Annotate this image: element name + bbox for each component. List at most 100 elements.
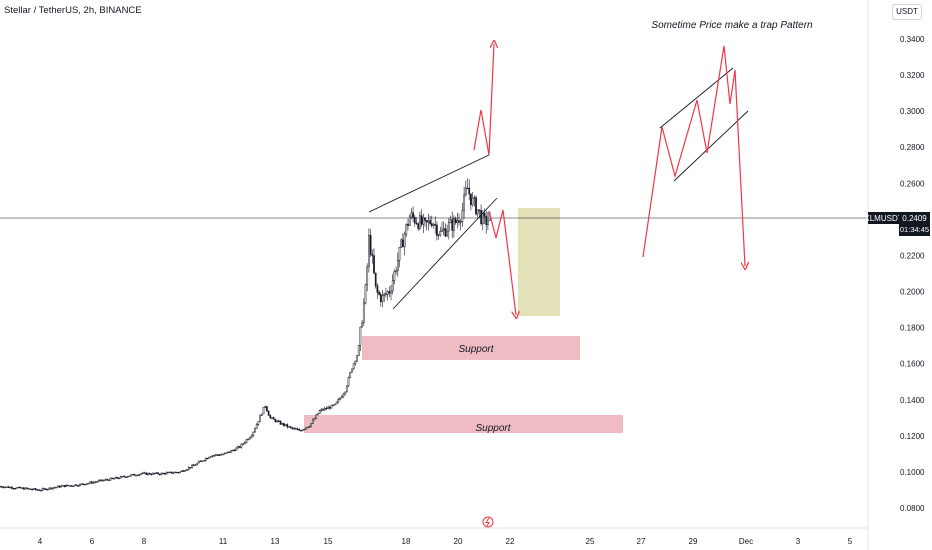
candle-body (373, 255, 375, 274)
candle-body (288, 426, 290, 428)
candle-body (157, 472, 159, 475)
candle-body (2, 486, 5, 489)
candle-body (177, 472, 180, 474)
candle-body (138, 473, 141, 476)
x-tick-label: 29 (689, 537, 698, 546)
trap-pattern-title: Sometime Price make a trap Pattern (651, 20, 813, 31)
candle-body (334, 403, 336, 406)
candle-body (255, 424, 258, 429)
candle-body (446, 230, 448, 237)
candle-body (487, 220, 489, 226)
support-label-upper: Support (458, 344, 494, 355)
candle-body (155, 472, 158, 474)
candle-body (211, 455, 214, 457)
candle-body (84, 483, 86, 486)
candle-body (349, 372, 352, 378)
currency-badge[interactable]: USDT (892, 4, 922, 20)
x-tick-label: Dec (739, 537, 753, 546)
candle-body (289, 426, 292, 428)
candle-body (199, 460, 202, 462)
candle-body (60, 485, 63, 488)
candle-body (429, 220, 431, 224)
candle-body (206, 457, 209, 460)
candle-body (46, 488, 49, 491)
candle-body (444, 228, 447, 237)
candle-body (79, 483, 81, 486)
candle-body (85, 483, 88, 485)
x-tick-label: 8 (142, 537, 147, 546)
candle-body (5, 486, 8, 488)
candle-body (283, 423, 285, 426)
candle-body (140, 473, 142, 475)
candle-body (50, 487, 52, 490)
candle-body (337, 399, 340, 403)
candle-body (209, 456, 212, 458)
candle-body (451, 219, 454, 231)
candle-body (422, 217, 425, 225)
y-tick-label: 0.0800 (900, 504, 925, 513)
candle-body (245, 439, 248, 443)
price-axis: 0.34000.32000.30000.28000.26000.24000.22… (900, 35, 925, 513)
candle-body (109, 477, 112, 481)
candle-body (119, 476, 122, 479)
candle-body (342, 393, 345, 398)
candle-body (272, 417, 275, 420)
candle-body (277, 420, 280, 422)
candle-body (228, 451, 231, 453)
candle-body (310, 423, 312, 427)
candle-body (45, 488, 47, 491)
candle-body (21, 487, 23, 489)
candle-body (313, 418, 316, 421)
candle-body (174, 471, 176, 474)
trap-channel-lower (673, 110, 749, 182)
candle-body (432, 224, 435, 226)
candle-body (400, 239, 403, 248)
candle-body (17, 486, 20, 489)
candle-body (364, 284, 367, 304)
wedge-lower-line (392, 197, 498, 310)
candle-body (468, 187, 471, 195)
candle-body (357, 345, 360, 357)
candle-body (459, 221, 462, 223)
candle-body (381, 295, 384, 303)
candle-body (284, 424, 287, 426)
x-tick-label: 13 (271, 537, 280, 546)
candle-body (378, 291, 380, 295)
candle-body (121, 475, 124, 478)
candle-body (303, 428, 306, 431)
candle-body (41, 488, 44, 491)
candle-body (296, 428, 299, 431)
candle-body (335, 401, 338, 405)
y-tick-label: 0.3200 (900, 71, 925, 80)
candle-body (356, 355, 358, 362)
candle-body (114, 476, 117, 479)
candle-body (471, 197, 474, 206)
candle-body (131, 473, 134, 476)
candle-body (260, 413, 263, 416)
y-tick-label: 0.1400 (900, 396, 925, 405)
bar-countdown: 01:34:45 (900, 225, 929, 234)
candle-body (427, 220, 430, 223)
wedge-upper-line (368, 154, 490, 213)
candle-body (26, 487, 29, 489)
candle-body (113, 478, 115, 480)
candle-body (347, 377, 350, 387)
candle-body (89, 481, 91, 484)
candle-body (94, 481, 97, 483)
candle-body (230, 450, 233, 453)
candle-body (34, 488, 37, 490)
candle-body (90, 481, 93, 484)
candle-body (65, 484, 68, 487)
candle-body (369, 234, 372, 255)
candle-body (293, 428, 295, 430)
candle-body (259, 415, 261, 422)
candle-body (456, 220, 459, 223)
candle-body (279, 421, 282, 425)
candle-body (164, 472, 166, 475)
candle-body (286, 424, 289, 428)
candle-body (189, 467, 192, 469)
candle-body (116, 476, 119, 479)
candle-body (458, 220, 460, 223)
candle-body (56, 485, 59, 488)
